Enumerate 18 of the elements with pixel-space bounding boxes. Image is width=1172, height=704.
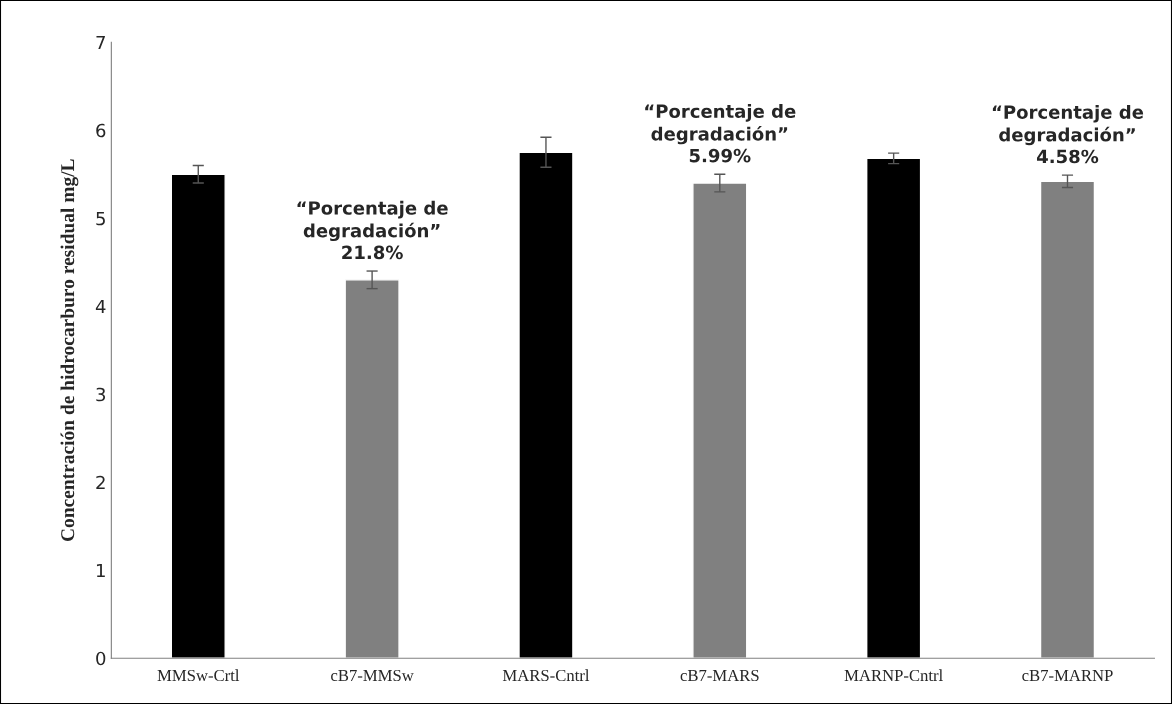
y-tick-label: 5	[96, 211, 105, 226]
x-tick-label: cB7-MARS	[680, 669, 759, 682]
x-tick-label: cB7-MMSw	[331, 669, 414, 682]
annotation: “Porcentaje de degradación” 21.8%	[297, 200, 448, 260]
y-tick-label: 3	[96, 387, 106, 402]
y-tick-label: 0	[96, 651, 106, 666]
x-tick-label: MARS-Cntrl	[502, 669, 590, 682]
y-tick-label: 6	[96, 123, 106, 138]
x-tick-label: cB7-MARNP	[1022, 669, 1113, 682]
x-tick-label: MARNP-Cntrl	[844, 669, 943, 682]
y-axis-title: Concentración de hidrocarburo residual mg/L	[60, 159, 79, 542]
y-tick-label: 2	[96, 475, 105, 490]
x-tick-label: MMSw-Crtl	[157, 669, 240, 682]
y-tick-label: 7	[96, 35, 105, 50]
annotation: “Porcentaje de degradación” 4.58%	[992, 104, 1144, 164]
y-tick-label: 1	[96, 563, 105, 578]
y-tick-label: 4	[95, 299, 106, 314]
annotation: “Porcentaje de degradación” 5.99%	[645, 104, 796, 163]
